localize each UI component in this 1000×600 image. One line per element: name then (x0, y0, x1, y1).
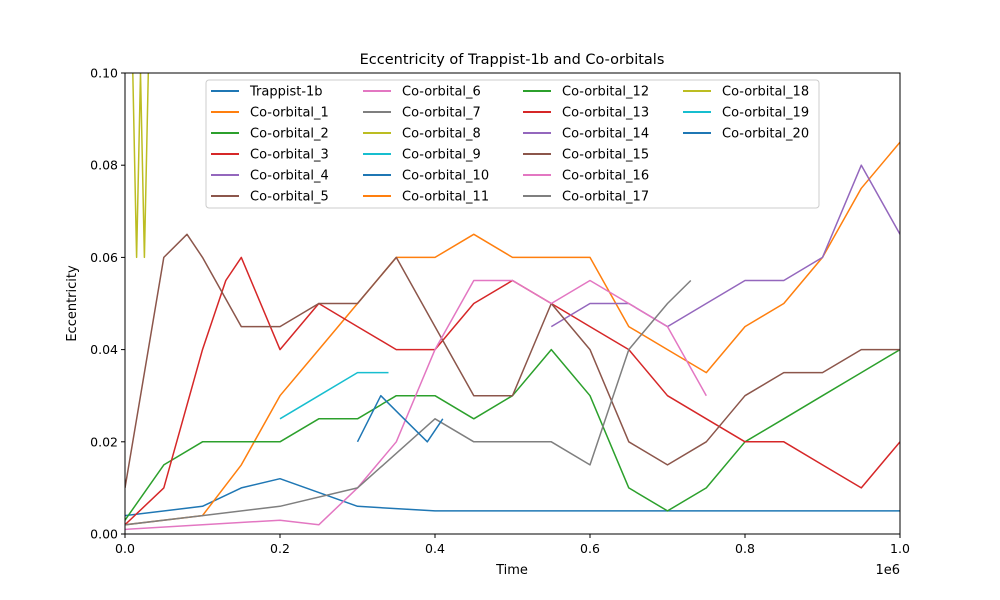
legend-label: Co-orbital_12 (562, 85, 649, 100)
series-line-10 (279, 371, 389, 420)
series-line-7 (125, 279, 707, 531)
x-tick-label: 0.6 (580, 541, 600, 556)
chart-title: Eccentricity of Trappist-1b and Co-orbit… (360, 52, 665, 68)
x-axis-offset-label: 1e6 (875, 563, 900, 578)
legend-label: Co-orbital_19 (722, 106, 809, 121)
legend-label: Co-orbital_7 (402, 106, 481, 121)
legend-label: Co-orbital_8 (402, 127, 481, 142)
legend-label: Co-orbital_5 (250, 190, 329, 205)
series-line-4 (125, 256, 900, 526)
series-line-9 (132, 73, 150, 259)
legend-label: Co-orbital_3 (250, 148, 329, 163)
legend-label: Co-orbital_1 (250, 106, 329, 121)
series-line-2 (125, 141, 900, 526)
x-axis-label: Time (495, 563, 528, 578)
series-line-11 (356, 394, 444, 443)
legend-label: Co-orbital_20 (722, 127, 809, 142)
legend-label: Co-orbital_17 (562, 190, 649, 205)
legend-label: Co-orbital_14 (562, 127, 649, 142)
legend: Trappist-1b Co-orbital_1 Co-orbital_2 Co-or… (205, 79, 820, 209)
x-tick-label: 0.4 (425, 541, 445, 556)
legend-label: Co-orbital_13 (562, 106, 649, 121)
legend-box (205, 79, 820, 209)
x-axis: 0.0 0.2 0.4 0.6 0.8 1.0 (115, 534, 910, 556)
x-tick-label: 0.2 (270, 541, 290, 556)
series-layer (125, 73, 900, 531)
series-line-8 (125, 279, 692, 526)
y-tick-label: 0.00 (90, 527, 118, 542)
legend-label: Co-orbital_18 (722, 85, 809, 100)
series-line-5 (550, 164, 900, 328)
y-axis-label: Eccentricity (65, 265, 80, 342)
x-tick-label: 0.8 (735, 541, 755, 556)
series-line-6 (125, 233, 900, 489)
legend-label: Co-orbital_6 (402, 85, 481, 100)
x-tick-label: 0.0 (115, 541, 135, 556)
legend-label: Co-orbital_15 (562, 148, 649, 163)
y-axis: 0.00 0.02 0.04 0.06 0.08 0.10 (90, 66, 125, 542)
y-tick-label: 0.06 (90, 250, 118, 265)
legend-label: Co-orbital_2 (250, 127, 329, 142)
y-tick-label: 0.04 (90, 342, 118, 357)
y-tick-label: 0.10 (90, 66, 118, 81)
y-tick-label: 0.08 (90, 158, 118, 173)
x-tick-label: 1.0 (890, 541, 910, 556)
legend-label: Co-orbital_11 (402, 190, 489, 205)
plot-frame (124, 72, 901, 535)
series-line-1 (125, 477, 900, 517)
legend-label: Co-orbital_4 (250, 169, 329, 184)
legend-label: Trappist-1b (249, 85, 323, 100)
legend-label: Co-orbital_9 (402, 148, 481, 163)
y-tick-label: 0.02 (90, 434, 118, 449)
legend-label: Co-orbital_10 (402, 169, 489, 184)
legend-label: Co-orbital_16 (562, 169, 649, 184)
